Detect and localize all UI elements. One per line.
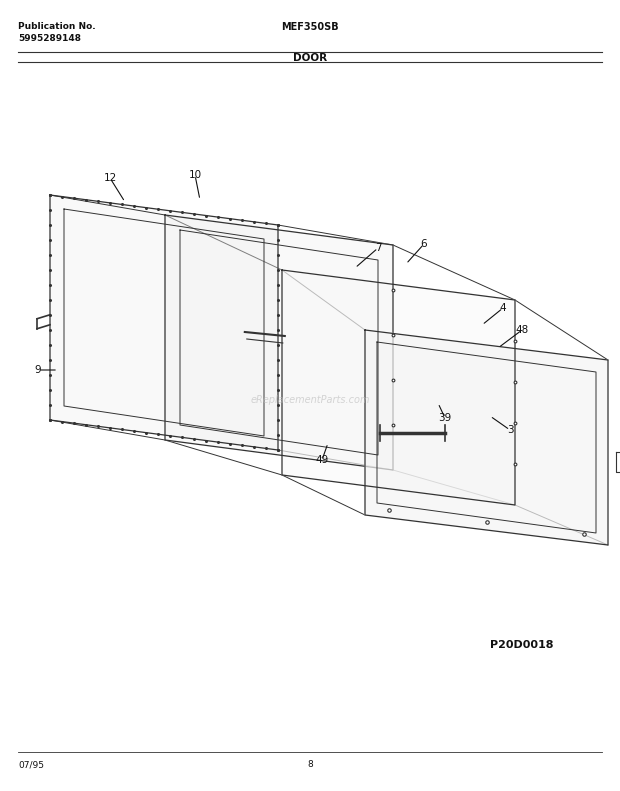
Text: 10: 10 — [188, 170, 202, 180]
Text: 49: 49 — [316, 455, 329, 465]
Text: 9: 9 — [35, 365, 42, 375]
Text: 4: 4 — [500, 303, 507, 313]
Text: 6: 6 — [421, 239, 427, 249]
Text: eReplacementParts.com: eReplacementParts.com — [250, 395, 370, 405]
Text: 39: 39 — [438, 413, 451, 423]
Polygon shape — [282, 270, 515, 505]
Text: 48: 48 — [515, 325, 529, 335]
Text: MEF350SB: MEF350SB — [281, 22, 339, 32]
Polygon shape — [365, 330, 608, 545]
Text: 3: 3 — [507, 425, 513, 435]
Text: 5995289148: 5995289148 — [18, 34, 81, 43]
Text: 07/95: 07/95 — [18, 760, 44, 769]
Polygon shape — [50, 195, 278, 450]
Text: DOOR: DOOR — [293, 53, 327, 63]
Text: 12: 12 — [104, 173, 117, 183]
Text: 7: 7 — [374, 243, 381, 253]
Text: Publication No.: Publication No. — [18, 22, 95, 31]
Text: P20D0018: P20D0018 — [490, 640, 554, 650]
Polygon shape — [165, 215, 393, 470]
Text: 8: 8 — [307, 760, 313, 769]
